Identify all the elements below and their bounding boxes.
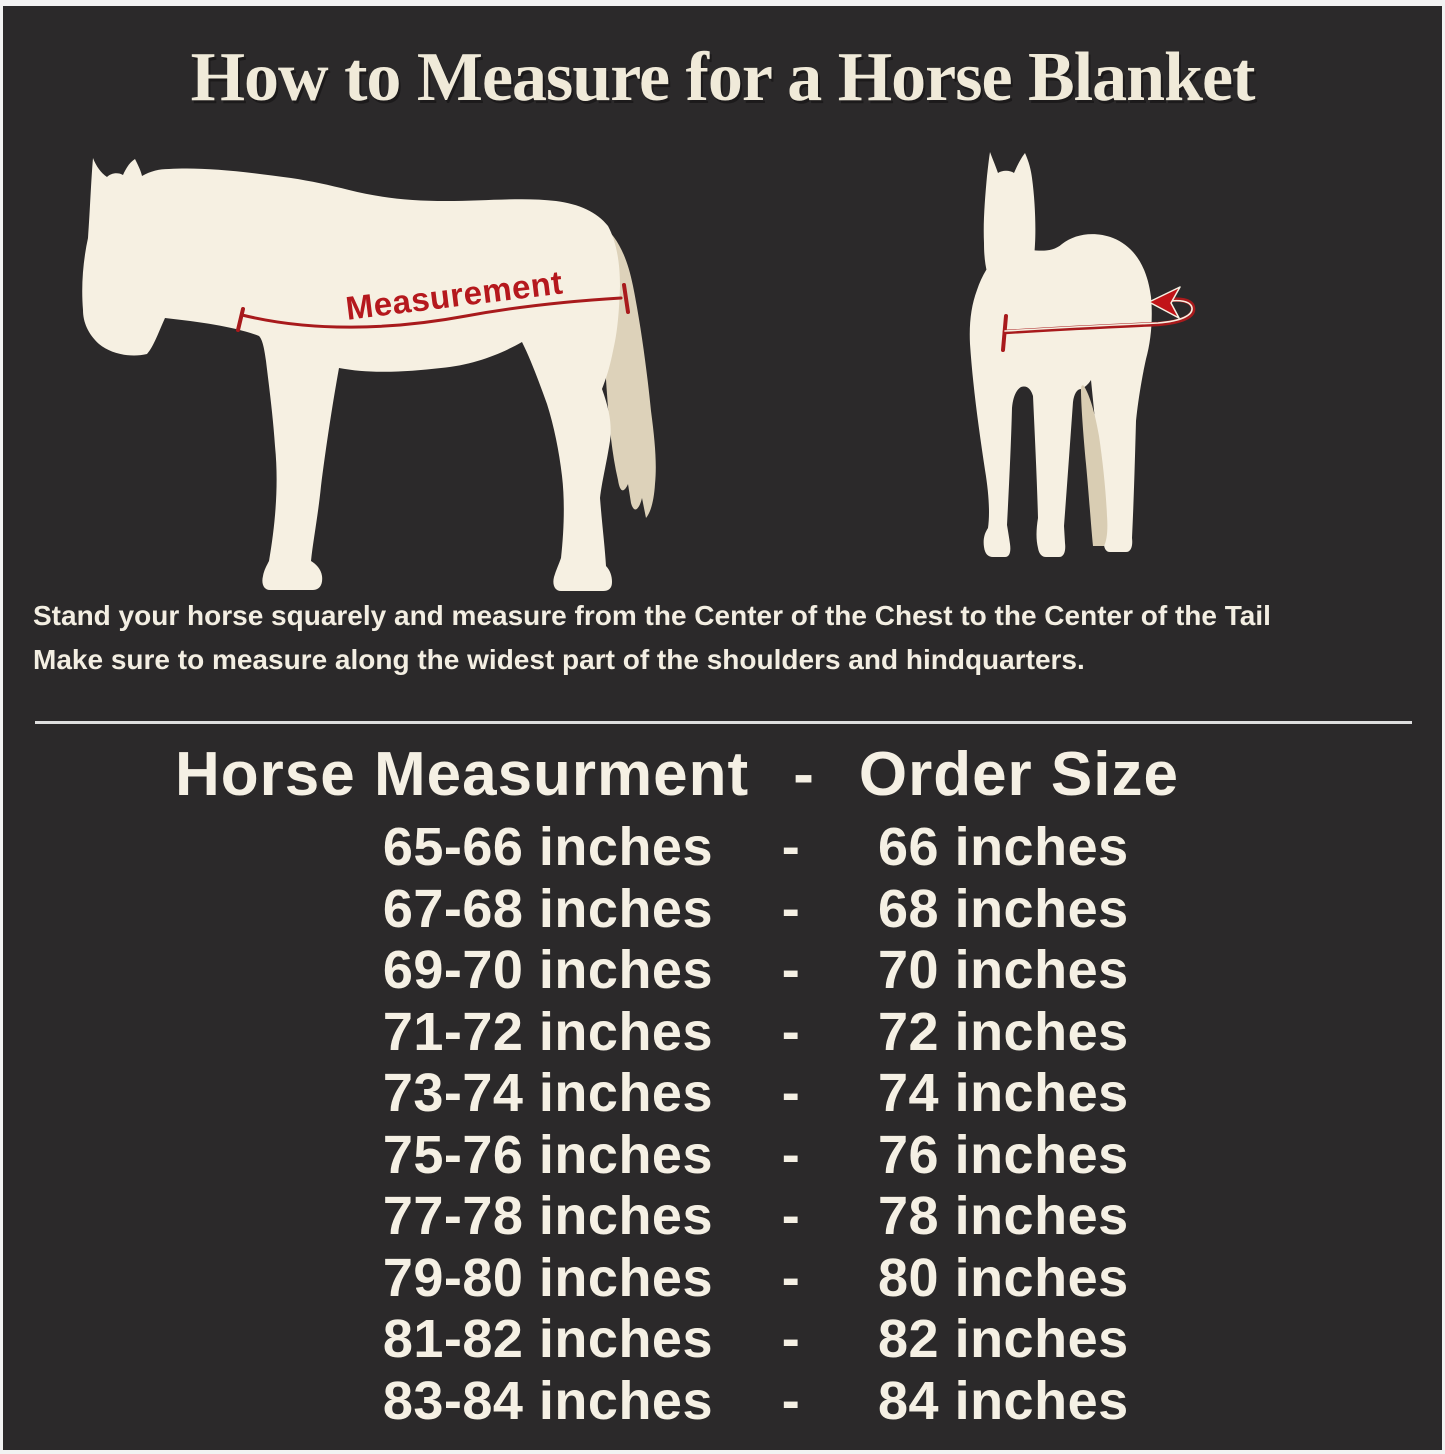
order-size-value: 78 inches <box>878 1186 1129 1246</box>
header-horse-measurement: Horse Measurment <box>175 739 750 809</box>
front-horse-diagram <box>969 152 1196 557</box>
horse-side-silhouette <box>82 158 621 591</box>
measurement-line <box>240 296 623 329</box>
row-separator: - <box>781 1370 801 1431</box>
row-separator: - <box>781 940 801 1000</box>
horse-measurement-range: 83-84 inches <box>382 1370 713 1431</box>
size-chart: Horse Measurment - Order Size 65-66 inch… <box>3 737 1442 1432</box>
size-chart-header: Horse Measurment - Order Size <box>3 737 1442 811</box>
instructions-line-2: Make sure to measure along the widest pa… <box>33 644 1085 675</box>
row-separator: - <box>781 1063 801 1123</box>
table-row: 65-66 inches - 66 inches <box>3 817 1442 879</box>
instructions-text: Stand your horse squarely and measure fr… <box>33 594 1422 682</box>
order-size-value: 82 inches <box>878 1309 1129 1369</box>
order-size-value: 66 inches <box>878 817 1129 877</box>
horse-front-silhouette <box>969 234 1152 557</box>
horse-measurement-range: 73-74 inches <box>382 1063 713 1123</box>
horse-front-head <box>983 152 1036 293</box>
poster-background: How to Measure for a Horse Blanket Measu… <box>3 6 1442 1450</box>
horse-hind-leg-shadow <box>1081 385 1108 546</box>
measurement-arrow-icon <box>1148 286 1181 319</box>
page-title: How to Measure for a Horse Blanket <box>190 39 1256 116</box>
table-row: 69-70 inches - 70 inches <box>3 940 1442 1002</box>
horse-measurement-range: 69-70 inches <box>382 940 713 1000</box>
size-chart-rows: 65-66 inches - 66 inches 67-68 inches - … <box>3 817 1442 1432</box>
order-size-value: 84 inches <box>878 1370 1129 1431</box>
order-size-value: 72 inches <box>878 1001 1129 1062</box>
row-separator: - <box>781 1001 801 1062</box>
header-separator: - <box>793 739 815 809</box>
order-size-value: 68 inches <box>878 878 1129 939</box>
row-separator: - <box>781 1247 801 1308</box>
row-separator: - <box>781 817 801 877</box>
horse-measurement-range: 65-66 inches <box>382 817 713 877</box>
row-separator: - <box>781 878 801 939</box>
table-row: 67-68 inches - 68 inches <box>3 879 1442 941</box>
row-separator: - <box>781 1186 801 1246</box>
header-order-size: Order Size <box>858 739 1179 809</box>
horse-measurement-range: 77-78 inches <box>382 1186 713 1246</box>
horse-measurement-range: 81-82 inches <box>382 1309 713 1369</box>
table-row: 71-72 inches - 72 inches <box>3 1002 1442 1064</box>
section-divider <box>35 721 1412 724</box>
measurement-line-highlight <box>1004 299 1193 332</box>
horse-measurement-range: 71-72 inches <box>382 1001 713 1062</box>
horse-measurement-range: 75-76 inches <box>382 1124 713 1185</box>
horse-measurement-range: 79-80 inches <box>382 1247 713 1308</box>
table-row: 75-76 inches - 76 inches <box>3 1125 1442 1187</box>
table-row: 79-80 inches - 80 inches <box>3 1248 1442 1310</box>
row-separator: - <box>781 1124 801 1185</box>
instructions-line-1: Stand your horse squarely and measure fr… <box>33 600 1271 631</box>
side-horse-diagram: Measurement <box>82 158 656 591</box>
measurement-line <box>1002 297 1196 335</box>
horse-measurement-range: 67-68 inches <box>382 878 713 939</box>
table-row: 83-84 inches - 84 inches <box>3 1371 1442 1433</box>
order-size-value: 76 inches <box>878 1124 1129 1185</box>
table-row: 81-82 inches - 82 inches <box>3 1309 1442 1371</box>
order-size-value: 74 inches <box>878 1063 1129 1123</box>
measurement-tick-chest <box>236 307 245 332</box>
table-row: 77-78 inches - 78 inches <box>3 1186 1442 1248</box>
row-separator: - <box>781 1309 801 1369</box>
order-size-value: 70 inches <box>878 940 1129 1000</box>
table-row: 73-74 inches - 74 inches <box>3 1063 1442 1125</box>
measurement-tick-tail <box>622 283 630 314</box>
order-size-value: 80 inches <box>878 1247 1129 1308</box>
